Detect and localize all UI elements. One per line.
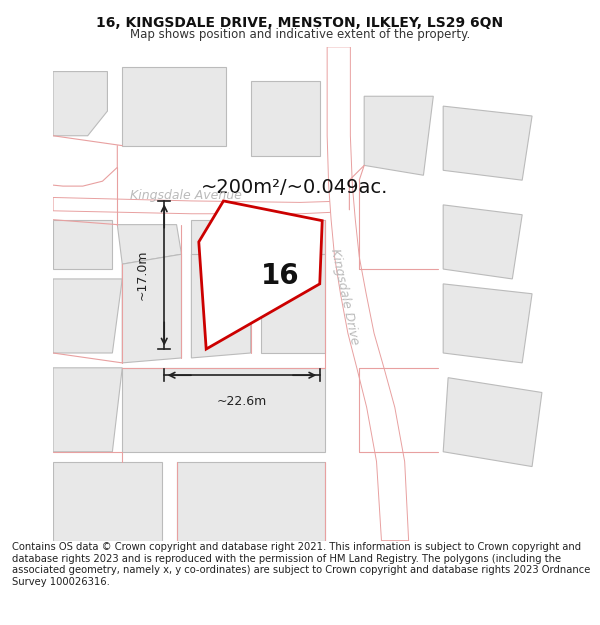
Polygon shape — [53, 71, 107, 136]
Text: 16, KINGSDALE DRIVE, MENSTON, ILKLEY, LS29 6QN: 16, KINGSDALE DRIVE, MENSTON, ILKLEY, LS… — [97, 16, 503, 29]
Polygon shape — [122, 67, 226, 146]
Polygon shape — [199, 201, 322, 349]
Polygon shape — [53, 462, 162, 541]
Text: ~22.6m: ~22.6m — [217, 395, 267, 408]
Text: ~17.0m: ~17.0m — [136, 250, 148, 300]
Polygon shape — [118, 224, 181, 264]
Polygon shape — [443, 284, 532, 363]
Polygon shape — [191, 254, 251, 358]
Polygon shape — [251, 81, 320, 156]
Polygon shape — [122, 254, 181, 363]
Text: Contains OS data © Crown copyright and database right 2021. This information is : Contains OS data © Crown copyright and d… — [12, 542, 590, 587]
Polygon shape — [364, 96, 433, 175]
Text: 16: 16 — [261, 262, 299, 291]
Polygon shape — [176, 462, 325, 541]
Polygon shape — [122, 368, 325, 452]
Polygon shape — [260, 254, 325, 353]
Polygon shape — [443, 106, 532, 180]
Polygon shape — [53, 219, 112, 269]
Text: ~200m²/~0.049ac.: ~200m²/~0.049ac. — [201, 178, 389, 197]
Text: Kingsdale Drive: Kingsdale Drive — [328, 247, 361, 346]
Text: Kingsdale Avenue: Kingsdale Avenue — [130, 189, 242, 201]
Polygon shape — [191, 219, 325, 254]
Polygon shape — [53, 368, 122, 452]
Polygon shape — [443, 378, 542, 466]
Polygon shape — [53, 198, 332, 214]
Polygon shape — [327, 47, 409, 541]
Text: Map shows position and indicative extent of the property.: Map shows position and indicative extent… — [130, 28, 470, 41]
Polygon shape — [443, 205, 522, 279]
Polygon shape — [53, 279, 122, 353]
